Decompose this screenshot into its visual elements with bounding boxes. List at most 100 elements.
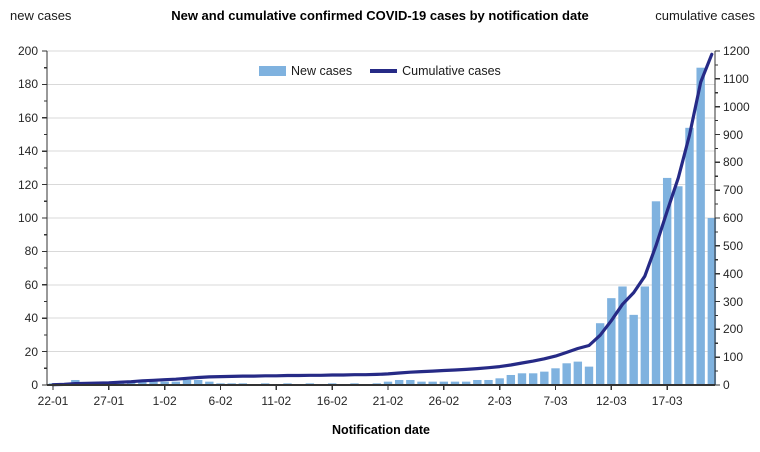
legend-item-cumulative-cases: Cumulative cases [370, 64, 501, 78]
y-axis-left-tick-label: 0 [31, 378, 38, 392]
bar [651, 201, 661, 385]
cumulative-cases-line [51, 52, 714, 387]
new-cases-swatch-icon [259, 66, 286, 76]
y-axis-right-tick-label: 1000 [723, 99, 750, 114]
x-axis-tick-label: 12-03 [595, 394, 627, 408]
y-axis-left-tick-label: 100 [17, 211, 38, 225]
legend-label-cumulative-cases: Cumulative cases [402, 64, 501, 78]
left-axis-title: new cases [10, 8, 72, 23]
bar [495, 378, 504, 385]
bar [227, 383, 236, 385]
x-axis-tick-label: 17-03 [651, 394, 683, 408]
bar [640, 286, 650, 385]
bar [160, 381, 169, 385]
y-axis-right-tick-label: 500 [723, 238, 744, 253]
bar [450, 381, 460, 385]
bar [238, 383, 248, 385]
bar [171, 381, 181, 385]
bar [394, 379, 404, 385]
y-axis-left-tick-label: 200 [17, 44, 38, 58]
x-axis-tick-label: 22-01 [37, 394, 69, 408]
y-axis-left-tick-label: 180 [17, 77, 38, 92]
y-axis-right-tick-label: 1200 [723, 44, 750, 58]
y-axis-right-tick-label: 100 [723, 350, 744, 365]
y-axis-right-tick-label: 400 [723, 266, 744, 281]
y-axis-right-tick-label: 300 [723, 294, 744, 309]
bar [193, 379, 203, 385]
bar [696, 67, 705, 385]
y-axis-left-tick-label: 60 [24, 277, 38, 292]
bar [439, 381, 449, 385]
x-axis-tick-label: 6-02 [208, 394, 233, 408]
bar [327, 383, 337, 385]
bar [707, 218, 717, 385]
y-axis-left-tick-label: 20 [24, 344, 38, 359]
x-axis-tick-label: 27-01 [93, 394, 125, 408]
bar [584, 366, 594, 385]
y-axis-right-tick-label: 1100 [723, 71, 749, 86]
x-axis-title: Notification date [332, 423, 430, 437]
bar [618, 286, 627, 385]
legend-item-new-cases: New cases [259, 64, 352, 78]
bar [260, 383, 270, 385]
y-axis-left-tick-label: 140 [17, 144, 38, 159]
bar [182, 379, 192, 385]
bar [607, 298, 616, 385]
y-axis-left-tick-label: 120 [17, 177, 38, 192]
bar [551, 368, 560, 385]
y-axis-right-tick-label: 200 [723, 322, 744, 337]
x-axis-tick-label: 26-02 [428, 394, 460, 408]
x-axis-tick-label: 11-02 [261, 394, 292, 408]
bar [350, 383, 359, 385]
bar [372, 383, 382, 385]
bar [629, 314, 638, 385]
x-axis-tick-label: 1-02 [152, 394, 177, 408]
bar [484, 379, 493, 385]
bar [305, 383, 315, 385]
bar [406, 379, 415, 385]
y-axis-right-tick-label: 800 [723, 155, 744, 170]
bar [428, 381, 437, 385]
bar [595, 323, 605, 385]
bar [383, 381, 393, 385]
chart-canvas [42, 50, 720, 390]
cumulative-cases-swatch-icon [370, 69, 398, 73]
x-axis-tick-label: 2-03 [487, 394, 512, 408]
bar [573, 361, 583, 385]
x-axis-tick-label: 7-03 [543, 394, 568, 408]
plot-area: New cases Cumulative cases [42, 50, 720, 390]
bar [528, 373, 538, 385]
new-cases-bars [48, 67, 717, 385]
bar [473, 379, 482, 385]
y-axis-right-tick-label: 700 [723, 183, 744, 198]
x-axis-tick-label: 21-02 [372, 394, 404, 408]
bar [149, 381, 158, 385]
y-axis-left-tick-label: 40 [24, 311, 38, 326]
gridlines [47, 50, 715, 353]
bar [540, 371, 549, 385]
bar [685, 127, 694, 385]
legend-label-new-cases: New cases [291, 64, 353, 78]
chart-title: New and cumulative confirmed COVID-19 ca… [171, 8, 589, 23]
y-axis-left-tick-label: 80 [24, 244, 38, 259]
y-axis-right-tick-label: 600 [723, 211, 744, 225]
bar [461, 381, 471, 385]
y-axis-right-tick-label: 900 [723, 127, 744, 142]
bar [283, 383, 292, 385]
bar [674, 186, 683, 385]
bar [506, 374, 516, 385]
y-axis-right-tick-label: 0 [723, 378, 730, 392]
bar [417, 381, 426, 385]
bar [662, 177, 672, 385]
x-axis-tick-label: 16-02 [316, 394, 348, 408]
chart-legend: New cases Cumulative cases [259, 64, 501, 78]
bar [126, 381, 136, 385]
bar [562, 363, 571, 385]
bar [216, 383, 225, 385]
bar [205, 381, 214, 385]
bar [517, 373, 527, 385]
bar [138, 379, 147, 385]
right-axis-title: cumulative cases [655, 8, 755, 23]
y-axis-left-tick-label: 160 [17, 110, 38, 125]
